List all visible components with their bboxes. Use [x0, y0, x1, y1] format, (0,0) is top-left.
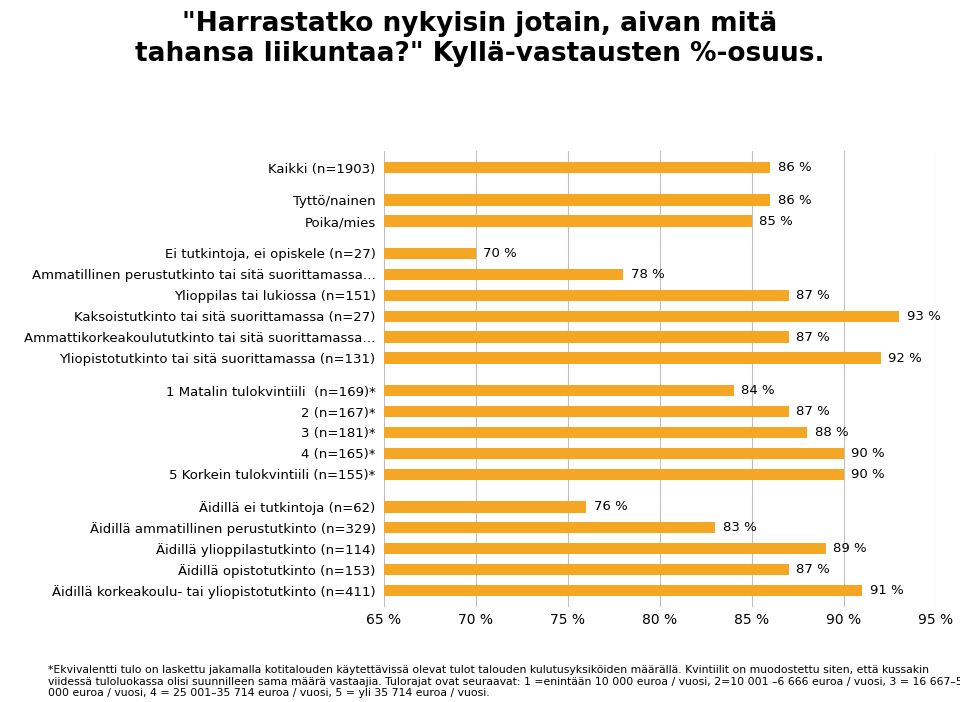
Bar	[384, 564, 789, 576]
Bar	[384, 248, 476, 259]
Text: 89 %: 89 %	[833, 542, 867, 555]
Text: 91 %: 91 %	[870, 584, 903, 597]
Text: "Harrastatko nykyisin jotain, aivan mitä
tahansa liikuntaa?" Kyllä-vastausten %-: "Harrastatko nykyisin jotain, aivan mitä…	[135, 11, 825, 67]
Text: 87 %: 87 %	[796, 331, 829, 344]
Bar	[384, 194, 770, 206]
Text: 86 %: 86 %	[778, 194, 811, 206]
Bar	[384, 543, 826, 555]
Text: 92 %: 92 %	[888, 352, 922, 364]
Bar	[384, 290, 789, 301]
Text: 93 %: 93 %	[906, 310, 940, 323]
Bar	[384, 269, 623, 280]
Bar	[384, 522, 715, 534]
Text: 76 %: 76 %	[593, 501, 628, 513]
Bar	[384, 448, 844, 459]
Text: 87 %: 87 %	[796, 289, 829, 302]
Text: 78 %: 78 %	[631, 268, 664, 281]
Text: 87 %: 87 %	[796, 405, 829, 418]
Bar	[384, 585, 862, 596]
Text: 84 %: 84 %	[741, 384, 775, 397]
Bar	[384, 162, 770, 173]
Bar	[384, 468, 844, 480]
Bar	[384, 216, 752, 227]
Text: 87 %: 87 %	[796, 563, 829, 576]
Bar	[384, 427, 807, 438]
Bar	[384, 501, 587, 512]
Text: 83 %: 83 %	[723, 521, 756, 534]
Text: *Ekvivalentti tulo on laskettu jakamalla kotitalouden käytettävissä olevat tulot: *Ekvivalentti tulo on laskettu jakamalla…	[48, 665, 960, 698]
Text: 90 %: 90 %	[852, 447, 885, 460]
Bar	[384, 385, 733, 397]
Bar	[384, 310, 900, 322]
Bar	[384, 406, 789, 417]
Text: 86 %: 86 %	[778, 161, 811, 174]
Text: 88 %: 88 %	[814, 426, 849, 439]
Bar	[384, 331, 789, 343]
Text: 70 %: 70 %	[483, 247, 517, 260]
Bar	[384, 352, 881, 364]
Text: 85 %: 85 %	[759, 215, 793, 227]
Text: 90 %: 90 %	[852, 468, 885, 481]
